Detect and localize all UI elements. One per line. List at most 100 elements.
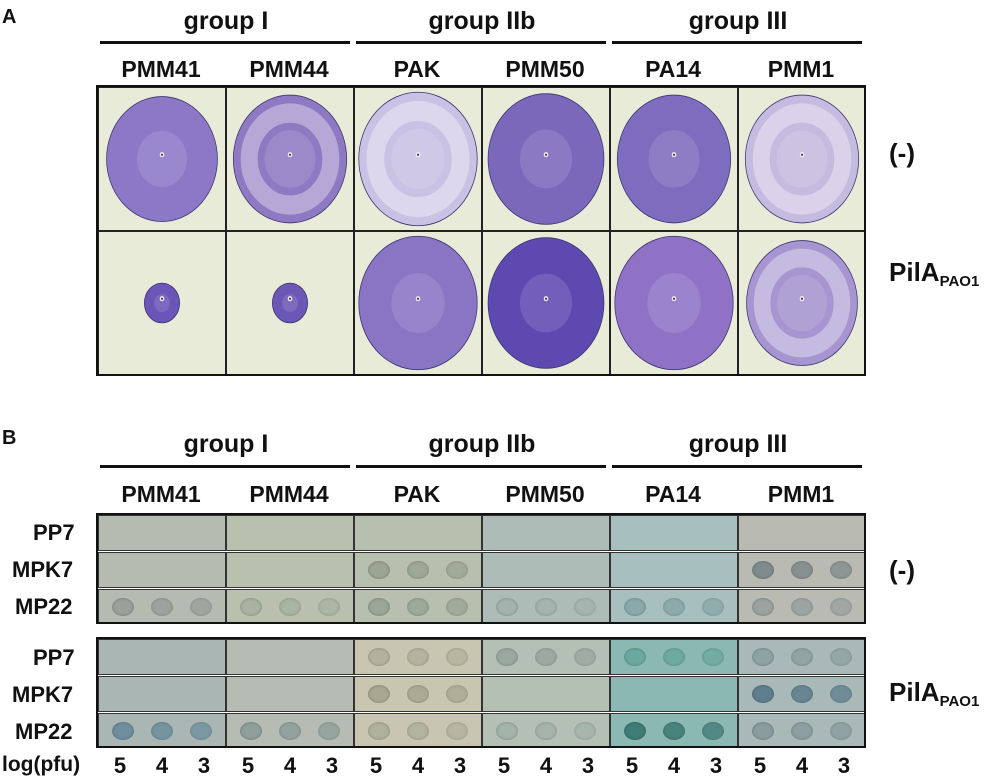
panel-b-footer-label: log(pfu) (2, 753, 81, 776)
plaque-spot (624, 561, 646, 579)
spot-row (482, 515, 610, 551)
panel-b-block-neg-rows (98, 515, 864, 622)
panel-b-phage-label-pp7-neg: PP7 (33, 520, 75, 545)
plaque-spot (574, 648, 597, 666)
plate-drawing (487, 93, 605, 225)
spot-row (226, 713, 354, 746)
plaque-spot (240, 648, 262, 666)
dilution-number: 5 (497, 753, 511, 778)
plaque-spot (495, 648, 518, 666)
panel-a-group-2-label: group IIb (428, 7, 536, 35)
plaque-spot (496, 561, 518, 579)
panel-b-phage-label-pp7-pila: PP7 (33, 645, 75, 670)
plaque-spot (751, 648, 774, 666)
spot-row (226, 515, 354, 551)
plaque-spot (751, 561, 774, 579)
dilution-number: 3 (709, 753, 723, 778)
plaque-spot (446, 685, 469, 703)
plaque-spot (574, 561, 596, 579)
plaque-spot (367, 648, 390, 666)
plaque-spot (790, 648, 813, 666)
plaque-spot (663, 685, 685, 703)
panel-a-condition-neg: (-) (889, 138, 915, 168)
spot-row (738, 713, 864, 746)
spot-row (738, 515, 864, 551)
plaque-spot (446, 524, 468, 542)
dilution-number: 3 (837, 753, 851, 778)
plaque-spot (791, 524, 813, 542)
plaque-spot (446, 648, 469, 666)
panel-b-block-pila-rows (98, 639, 864, 746)
plaque-spot (790, 685, 813, 703)
plaque-spot (574, 722, 597, 740)
plaque-spot (279, 685, 301, 703)
plaque-spot (624, 685, 646, 703)
spot-row (98, 552, 226, 588)
spot-row (738, 639, 864, 675)
plaque-spot (702, 648, 725, 666)
spot-row (610, 515, 738, 551)
panel-a-group-2-underline (356, 41, 606, 44)
spot-row (610, 589, 738, 622)
dilution-number: 5 (369, 753, 383, 778)
plate-image (482, 87, 610, 231)
plaque-spot (534, 722, 557, 740)
spot-row (354, 713, 482, 746)
plaque-spot (367, 561, 390, 579)
spot-row (98, 589, 226, 622)
panel-b-group-2-label: group IIb (428, 430, 536, 458)
plaque-spot (535, 561, 557, 579)
panel-b-strain-6: PMM1 (767, 481, 835, 507)
plaque-spot (751, 598, 774, 616)
dilution-number: 5 (625, 753, 639, 778)
panel-b-dilution-numbers: 5 4 3 5 4 3 5 4 3 5 4 3 5 4 3 5 4 3 (96, 753, 866, 779)
plaque-spot (790, 561, 813, 579)
panel-b-group-2-underline (356, 465, 606, 468)
plaque-spot (830, 524, 852, 542)
plaque-spot (318, 722, 341, 740)
panel-a-group-3-label: group III (688, 7, 788, 35)
plaque-spot (190, 524, 212, 542)
plaque-spot (663, 561, 685, 579)
spot-row (354, 676, 482, 712)
plate-image (226, 87, 354, 231)
panel-b-group-1-label: group I (183, 430, 269, 458)
plaque-spot (830, 685, 853, 703)
plaque-spot (278, 722, 301, 740)
spot-row (610, 676, 738, 712)
panel-a-strain-1: PMM41 (121, 56, 201, 82)
plate-drawing (746, 240, 858, 366)
plaque-spot (496, 685, 518, 703)
plaque-spot (407, 524, 429, 542)
plate-drawing (232, 94, 348, 224)
plaque-spot (534, 648, 557, 666)
plaque-spot (151, 685, 173, 703)
plaque-spot (406, 561, 429, 579)
dilution-number: 4 (667, 753, 681, 778)
plaque-spot (190, 561, 212, 579)
plaque-spot (574, 685, 596, 703)
plaque-spot (663, 524, 685, 542)
plaque-spot (111, 598, 134, 616)
panel-a-strain-5: PA14 (645, 56, 701, 82)
plaque-spot (702, 598, 725, 616)
plaque-spot (496, 524, 518, 542)
panel-a-plate-grid (96, 85, 866, 376)
panel-a-strain-2: PMM44 (249, 56, 329, 82)
plaque-spot (702, 685, 724, 703)
plaque-spot (318, 561, 340, 579)
plaque-spot (624, 524, 646, 542)
plaque-spot (662, 722, 685, 740)
spot-row (354, 589, 482, 622)
plaque-spot (702, 524, 724, 542)
dilution-number: 4 (411, 753, 425, 778)
pila-text: PilA (889, 257, 940, 287)
panel-b-group-1-underline (100, 465, 350, 468)
spot-row (98, 515, 226, 551)
plate-drawing (616, 94, 732, 224)
plate-drawing (106, 96, 218, 222)
plaque-spot (368, 524, 390, 542)
spot-row (354, 552, 482, 588)
plaque-spot (446, 722, 469, 740)
spot-row (482, 676, 610, 712)
